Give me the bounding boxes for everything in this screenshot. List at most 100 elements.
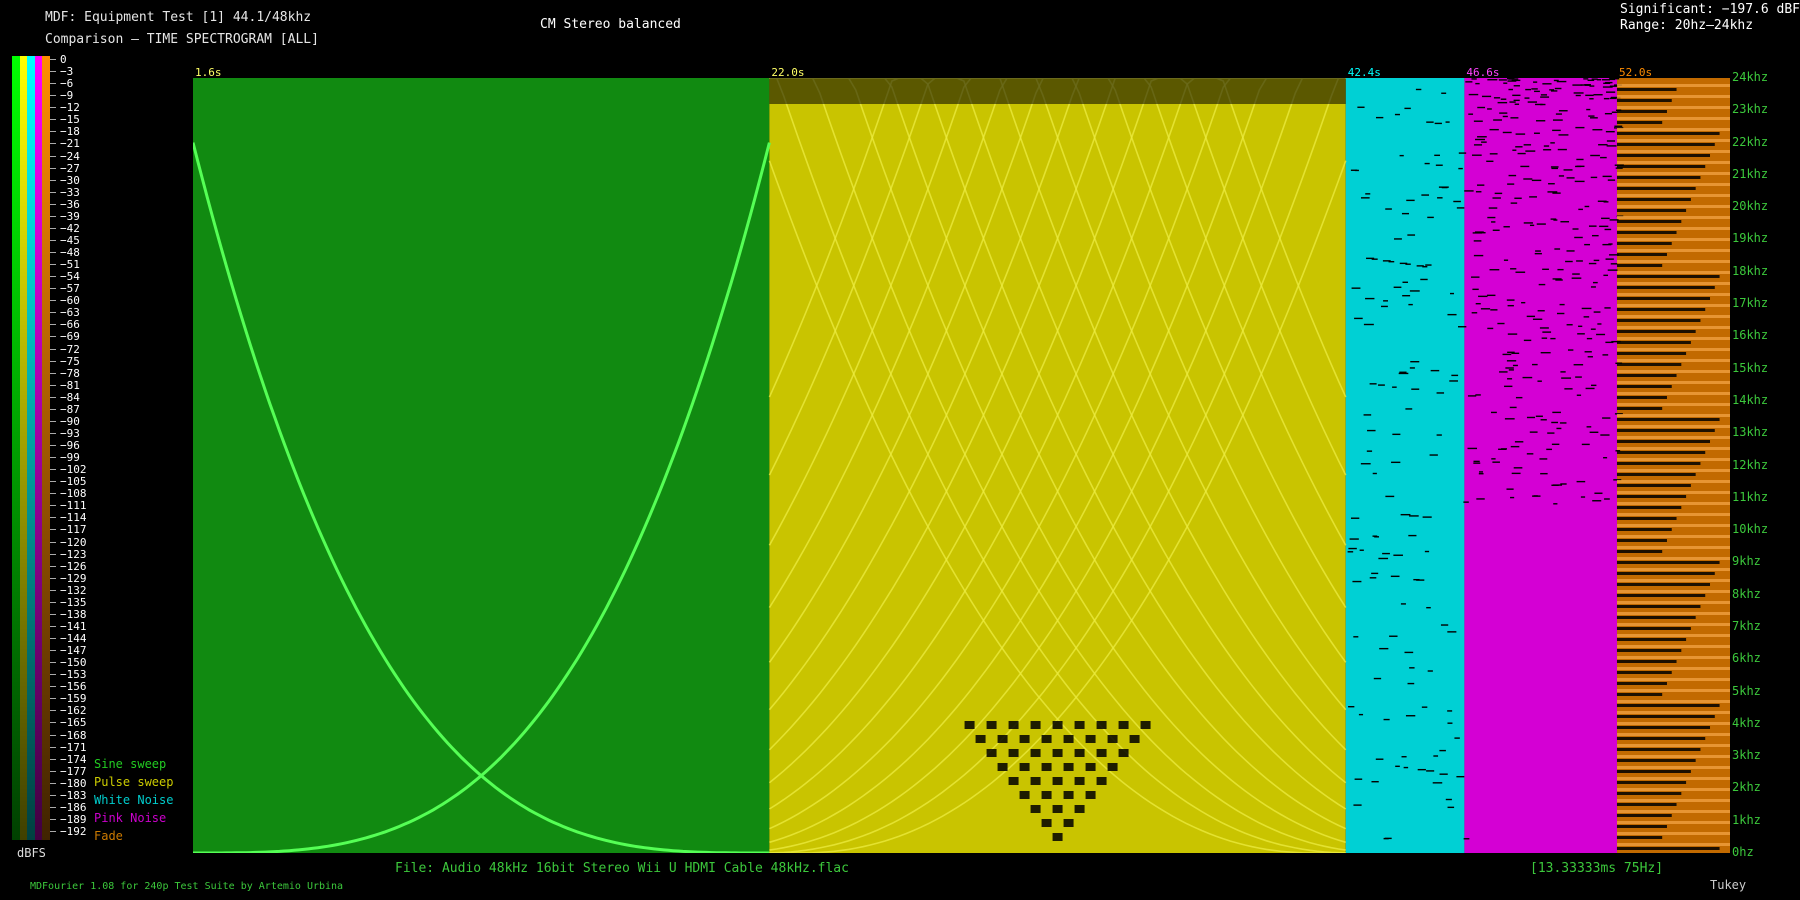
interference-cell (1052, 749, 1063, 757)
noise-speckle (1477, 184, 1485, 186)
fade-band (1616, 689, 1730, 692)
noise-speckle (1407, 682, 1415, 685)
scale-tick: −108 (50, 488, 87, 499)
noise-speckle (1424, 550, 1430, 553)
noise-speckle (1600, 434, 1610, 436)
noise-speckle (1491, 458, 1496, 460)
noise-speckle (1447, 710, 1453, 712)
scale-tick: −87 (50, 404, 80, 415)
scale-tick: −66 (50, 319, 80, 330)
noise-speckle (1475, 82, 1480, 85)
scale-tick: −168 (50, 730, 87, 741)
noise-speckle (1509, 406, 1517, 409)
fade-gap (1616, 88, 1677, 91)
fade-band (1616, 381, 1730, 384)
scale-tick: −84 (50, 392, 80, 403)
pulse-sweep-harmonic (769, 78, 1347, 546)
fade-gap (1616, 693, 1663, 696)
noise-speckle (1535, 250, 1541, 252)
noise-speckle (1510, 445, 1520, 448)
fade-band (1616, 315, 1730, 318)
noise-speckle (1512, 94, 1521, 97)
noise-speckle (1529, 224, 1535, 227)
noise-speckle (1493, 119, 1502, 121)
interference-cell (1019, 735, 1030, 743)
noise-speckle (1464, 190, 1474, 192)
scale-tick: −51 (50, 259, 80, 270)
pulse-top-noise (769, 78, 1346, 104)
fade-gap (1616, 275, 1720, 278)
fade-gap (1616, 748, 1701, 751)
noise-speckle (1576, 260, 1583, 262)
fade-band (1616, 238, 1730, 241)
fade-gap (1616, 847, 1720, 850)
noise-speckle (1514, 103, 1520, 105)
fade-band (1616, 667, 1730, 670)
noise-speckle (1508, 174, 1517, 177)
scale-tick: −147 (50, 645, 87, 656)
fade-gap (1616, 759, 1696, 762)
noise-speckle (1473, 462, 1481, 464)
fade-gap (1616, 187, 1696, 190)
noise-speckle (1512, 364, 1518, 367)
interference-cell (1063, 791, 1074, 799)
noise-speckle (1601, 79, 1610, 81)
fade-gap (1616, 682, 1667, 685)
noise-speckle (1383, 300, 1388, 302)
noise-speckle (1537, 310, 1545, 312)
fade-gap (1616, 451, 1706, 454)
noise-speckle (1596, 333, 1606, 336)
noise-speckle (1572, 228, 1579, 230)
fade-band (1616, 447, 1730, 450)
fade-gap (1616, 374, 1677, 377)
noise-speckle (1532, 363, 1538, 366)
noise-speckle (1539, 327, 1549, 329)
noise-speckle (1593, 311, 1601, 313)
noise-speckle (1473, 240, 1482, 242)
fade-gap (1616, 528, 1672, 531)
noise-speckle (1449, 292, 1455, 295)
fade-gap (1616, 671, 1672, 674)
spectrogram-svg (193, 78, 1730, 853)
noise-speckle (1366, 257, 1375, 260)
pulse-sweep-harmonic (768, 78, 1346, 476)
noise-speckle (1434, 154, 1440, 157)
fade-band (1616, 810, 1730, 813)
scale-tick: −54 (50, 271, 80, 282)
noise-speckle (1580, 496, 1586, 498)
noise-speckle (1481, 95, 1492, 98)
fade-gap (1616, 484, 1691, 487)
noise-speckle (1447, 313, 1457, 316)
noise-speckle (1558, 175, 1565, 177)
noise-speckle (1555, 113, 1562, 115)
noise-speckle (1542, 83, 1552, 85)
fade-band (1616, 425, 1730, 428)
fade-band (1616, 216, 1730, 219)
noise-speckle (1400, 513, 1411, 516)
fade-band (1616, 601, 1730, 604)
noise-speckle (1547, 191, 1558, 193)
frequency-tick-label: 9khz (1732, 554, 1761, 569)
fade-band (1616, 788, 1730, 791)
scale-tick: −3 (50, 66, 73, 77)
fade-gap (1616, 803, 1677, 806)
fade-gap (1616, 132, 1720, 135)
fade-gap (1616, 616, 1696, 619)
noise-speckle (1606, 140, 1616, 142)
scale-tick: −150 (50, 657, 87, 668)
noise-speckle (1615, 450, 1621, 452)
noise-speckle (1447, 722, 1453, 724)
noise-speckle (1590, 328, 1596, 330)
noise-speckle (1602, 243, 1612, 246)
interference-cell (1030, 721, 1041, 729)
fade-band (1616, 766, 1730, 769)
scale-tick: −123 (50, 549, 87, 560)
frequency-tick-label: 13khz (1732, 425, 1769, 440)
fade-band (1616, 458, 1730, 461)
fade-band (1616, 106, 1730, 109)
noise-speckle (1537, 380, 1542, 382)
fade-gap (1616, 726, 1711, 729)
noise-speckle (1555, 279, 1563, 281)
pulse-sweep-harmonic (769, 78, 1346, 851)
noise-speckle (1507, 378, 1513, 380)
